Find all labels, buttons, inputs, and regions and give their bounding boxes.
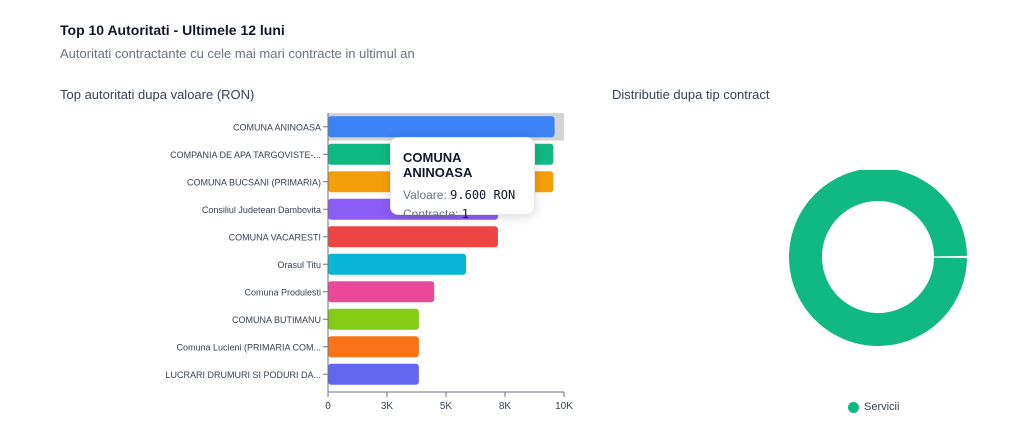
tooltip-contracte-label: Contracte: <box>403 207 459 221</box>
legend-swatch <box>848 401 859 413</box>
bar[interactable] <box>328 308 419 330</box>
pie-legend[interactable]: Servicii <box>848 401 899 413</box>
donut-slice[interactable] <box>789 170 967 346</box>
bar[interactable] <box>328 253 467 275</box>
x-tick-label: 0 <box>325 401 331 412</box>
x-tick-label: 8K <box>499 401 512 412</box>
y-tick-label: Orasul Titu <box>277 260 321 270</box>
donut-chart <box>789 170 967 346</box>
y-tick-label: LUCRARI DRUMURI SI PODURI DA... <box>165 370 321 380</box>
legend-label: Servicii <box>864 401 900 413</box>
bar[interactable] <box>328 281 435 303</box>
bar[interactable] <box>328 336 419 358</box>
chart-tooltip: COMUNA ANINOASA Valoare: 9.600 RON Contr… <box>390 137 535 221</box>
y-tick-label: COMUNA VACARESTI <box>229 232 321 242</box>
y-tick-label: Consiliul Judetean Dambovita <box>202 205 321 215</box>
pie-chart-title: Distributie dupa tip contract <box>612 87 770 102</box>
bar[interactable] <box>328 226 498 248</box>
tooltip-title: COMUNA ANINOASA <box>403 150 473 180</box>
y-tick-label: Comuna Produlesti <box>244 287 321 297</box>
y-tick-label: COMPANIA DE APA TARGOVISTE-... <box>170 150 321 160</box>
x-tick-label: 3K <box>381 401 394 412</box>
x-tick-label: 5K <box>440 401 453 412</box>
y-tick-label: COMUNA BUTIMANU <box>232 315 321 325</box>
y-tick-label: COMUNA ANINOASA <box>233 122 321 132</box>
bar[interactable] <box>328 116 555 138</box>
bar[interactable] <box>328 363 419 385</box>
tooltip-valoare-label: Valoare: <box>403 188 447 202</box>
x-tick-label: 10K <box>555 401 573 412</box>
bar-chart-title: Top autoritati dupa valoare (RON) <box>60 87 255 102</box>
tooltip-contracte-row: Contracte: 1 <box>403 205 522 224</box>
tooltip-contracte-value: 1 <box>461 207 469 221</box>
tooltip-valoare-row: Valoare: 9.600 RON <box>403 186 522 205</box>
y-tick-label: Comuna Lucieni (PRIMARIA COM... <box>176 342 321 352</box>
y-tick-label: COMUNA BUCSANI (PRIMARIA) <box>187 177 321 187</box>
tooltip-valoare-value: 9.600 RON <box>450 188 516 202</box>
page-subtitle: Autoritati contractante cu cele mai mari… <box>60 46 415 61</box>
page-title: Top 10 Autoritati - Ultimele 12 luni <box>60 22 285 38</box>
